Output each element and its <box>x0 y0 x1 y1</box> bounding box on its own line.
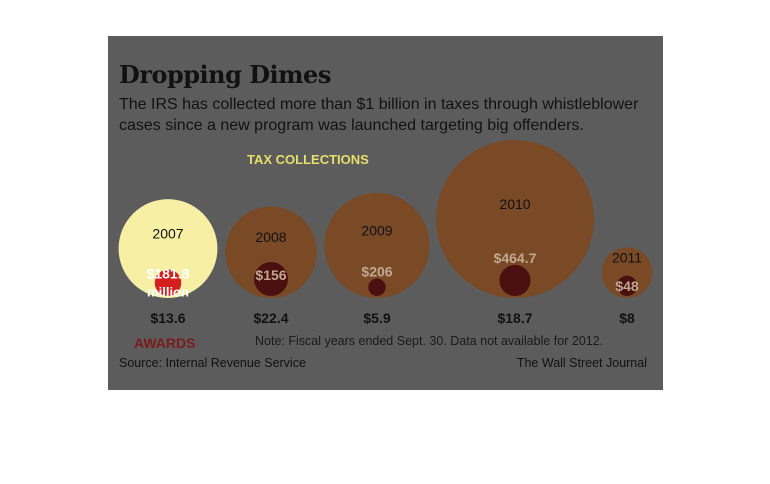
year-label-2009: 2009 <box>361 222 392 238</box>
year-label-2007: 2007 <box>152 226 183 242</box>
award-value-2010: $18.7 <box>497 310 532 326</box>
collection-value-2008: $156 <box>255 267 286 283</box>
award-bubble-2007 <box>154 269 182 296</box>
year-label-2011: 2011 <box>612 250 642 266</box>
chart-subtitle: The IRS has collected more than $1 billi… <box>119 96 639 134</box>
tax-collections-legend: TAX COLLECTIONS <box>247 152 369 167</box>
award-value-2009: $5.9 <box>363 310 390 326</box>
chart-title: Dropping Dimes <box>119 60 331 89</box>
collection-value-2007: $181.8 <box>147 265 190 281</box>
award-value-2011: $8 <box>619 310 635 326</box>
collection-value-2009: $206 <box>361 264 392 280</box>
source-line: Source: Internal Revenue Service <box>119 356 306 370</box>
chart-panel: 2007 2008 2009 2010 2011 $181.8 million $156 $2… <box>108 36 663 390</box>
collection-value-2011: $48 <box>615 278 639 294</box>
collection-bubble-2011 <box>601 247 653 298</box>
footnote: Note: Fiscal years ended Sept. 30. Data … <box>255 334 604 348</box>
award-value-2007: $13.6 <box>150 310 185 326</box>
award-value-2008: $22.4 <box>253 310 288 326</box>
collection-value-2010: $464.7 <box>494 250 537 266</box>
collection-bubble-2009 <box>324 192 430 298</box>
credit-line: The Wall Street Journal <box>516 356 647 370</box>
year-label-2008: 2008 <box>255 229 286 245</box>
award-bubble-2010 <box>499 264 531 296</box>
award-bubble-2008 <box>254 262 288 296</box>
collection-unit-2007: million <box>147 284 189 299</box>
collection-bubble-2008 <box>225 206 317 298</box>
collection-bubble-2010 <box>436 140 594 298</box>
year-label-2010: 2010 <box>499 196 530 212</box>
collection-bubble-2007 <box>118 199 218 298</box>
awards-legend: AWARDS <box>134 335 196 351</box>
award-bubble-2011 <box>616 275 638 296</box>
award-bubble-2009 <box>368 278 386 296</box>
bubble-chart: 2007 2008 2009 2010 2011 $181.8 million $156 $2… <box>118 140 653 326</box>
